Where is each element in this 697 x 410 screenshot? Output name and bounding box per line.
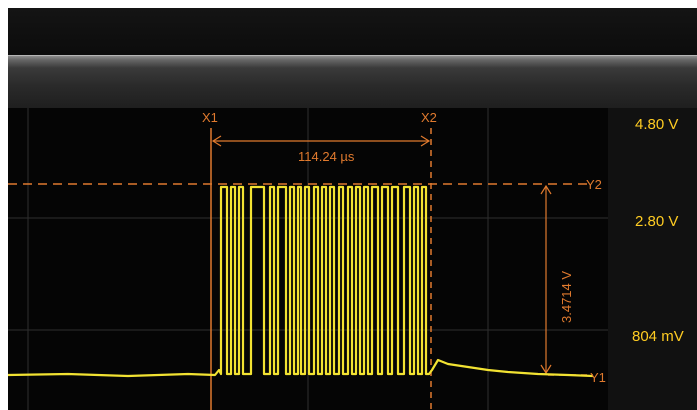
toolbar-bar[interactable] xyxy=(8,55,697,108)
delta-voltage-arrow-top-head xyxy=(540,184,552,195)
waveform-display[interactable]: X1 X2 Y2 Y1 114.24 µs 3.4714 V xyxy=(8,108,697,410)
oscilloscope-screen: X1 X2 Y2 Y1 114.24 µs 3.4714 V 4.80 V 2.… xyxy=(8,8,697,410)
delta-voltage-arrow-bottom-head xyxy=(540,364,552,375)
delta-time-arrow-right-head xyxy=(420,135,431,147)
cursors xyxy=(8,128,593,410)
y2-label: Y2 xyxy=(586,177,602,192)
delta-voltage-readout: 3.4714 V xyxy=(559,271,574,323)
delta-time-arrow-left-head xyxy=(211,135,222,147)
scale-label-bottom: 804 mV xyxy=(632,328,684,345)
x2-label: X2 xyxy=(421,110,437,125)
top-status-band xyxy=(8,8,697,55)
scale-label-top: 4.80 V xyxy=(635,116,679,133)
scale-label-middle: 2.80 V xyxy=(635,213,679,230)
voltage-scale-panel: 4.80 V 2.80 V 804 mV xyxy=(608,108,697,410)
signal-trace xyxy=(8,185,594,378)
delta-time-readout: 114.24 µs xyxy=(298,149,355,164)
waveform-svg: X1 X2 Y2 Y1 114.24 µs 3.4714 V xyxy=(8,108,608,410)
y1-label: Y1 xyxy=(590,370,606,385)
x1-label: X1 xyxy=(202,110,218,125)
